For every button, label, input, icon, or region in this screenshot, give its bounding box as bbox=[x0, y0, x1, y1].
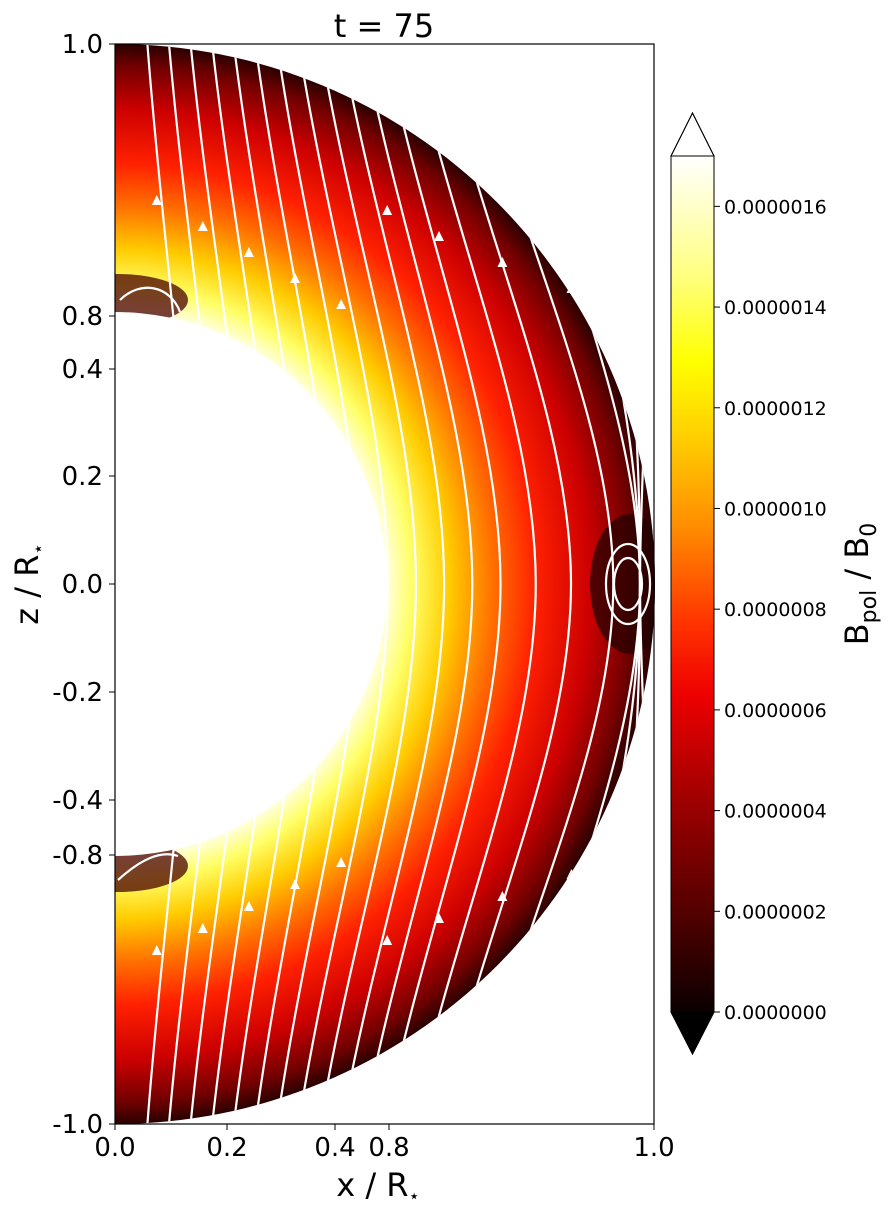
y-tick-label: 0.8 bbox=[62, 302, 103, 332]
colorbar-tick-label: 0.0000010 bbox=[724, 498, 827, 520]
x-axis: 0.0 0.2 0.4 0.8 1.0 bbox=[94, 1124, 675, 1163]
field-line-arrow bbox=[243, 901, 254, 911]
colorbar-extend-bottom bbox=[670, 1011, 715, 1056]
y-tick-label: 0.0 bbox=[62, 570, 103, 600]
field-line bbox=[119, 286, 182, 313]
colorbar-tick-label: 0.0000012 bbox=[724, 398, 827, 420]
field-line-arrow bbox=[197, 221, 208, 231]
y-axis-label: z / R⋆ bbox=[8, 543, 49, 624]
field-line-arrow bbox=[434, 913, 444, 923]
x-tick-label: 0.8 bbox=[368, 1133, 409, 1163]
colorbar-tick-label: 0.0000016 bbox=[724, 196, 827, 218]
field-line bbox=[319, 44, 418, 1124]
colorbar-tick-label: 0.0000004 bbox=[724, 801, 827, 823]
x-tick-label: 1.0 bbox=[633, 1133, 674, 1163]
field-line bbox=[117, 853, 179, 881]
colorbar-ticks: 0.0000016 0.0000014 0.0000012 0.0000010 0.00… bbox=[714, 196, 827, 1024]
chart-title: t = 75 bbox=[334, 7, 434, 45]
field-line-arrow bbox=[151, 945, 162, 955]
colorbar-tick-label: 0.0000000 bbox=[724, 1002, 827, 1024]
y-tick-label: -0.8 bbox=[52, 841, 103, 871]
field-line-arrow bbox=[336, 857, 347, 867]
x-tick-label: 0.2 bbox=[206, 1133, 247, 1163]
colorbar-label: Bpol / B0 bbox=[838, 523, 882, 646]
field-loop bbox=[604, 542, 652, 626]
y-axis: 1.0 0.8 0.4 0.2 0.0 -0.2 -0.4 -0.8 -1.0 bbox=[52, 30, 115, 1140]
field-line bbox=[410, 44, 537, 1124]
field-line-arrow bbox=[382, 205, 393, 215]
y-tick-label: -0.2 bbox=[52, 678, 103, 708]
field-line-arrow bbox=[290, 273, 300, 283]
field-line bbox=[340, 44, 446, 1124]
x-tick-label: 0.4 bbox=[314, 1133, 355, 1163]
colorbar-tick-label: 0.0000008 bbox=[724, 599, 827, 621]
y-tick-label: 0.4 bbox=[62, 355, 103, 385]
field-line-arrow bbox=[382, 935, 393, 945]
field-line bbox=[437, 44, 573, 1124]
colorbar-tick-label: 0.0000002 bbox=[724, 901, 827, 923]
y-tick-label: -0.4 bbox=[52, 786, 103, 816]
field-line-arrow bbox=[243, 247, 254, 257]
field-line-arrow bbox=[434, 231, 444, 241]
field-line bbox=[297, 44, 389, 1124]
field-line-arrow bbox=[197, 923, 208, 933]
field-line-arrow bbox=[290, 879, 300, 889]
y-tick-label: 1.0 bbox=[62, 30, 103, 60]
x-axis-label: x / R⋆ bbox=[336, 1166, 420, 1207]
field-line-arrow bbox=[336, 299, 347, 309]
colorbar-tick-label: 0.0000014 bbox=[724, 297, 827, 319]
y-tick-label: 0.2 bbox=[62, 462, 103, 492]
field-line-arrow bbox=[497, 891, 508, 901]
field-line-arrow bbox=[151, 195, 162, 205]
colorbar: 0.0000016 0.0000014 0.0000012 0.0000010 0.00… bbox=[670, 111, 882, 1056]
y-tick-label: -1.0 bbox=[52, 1110, 103, 1140]
colorbar-tick-label: 0.0000006 bbox=[724, 700, 827, 722]
x-tick-label: 0.0 bbox=[94, 1133, 135, 1163]
field-loop bbox=[612, 556, 644, 612]
field-line bbox=[383, 44, 502, 1124]
field-line-arrow bbox=[497, 257, 508, 267]
field-line bbox=[362, 44, 474, 1124]
colorbar-body bbox=[671, 156, 714, 1012]
colorbar-extend-top bbox=[670, 111, 715, 157]
